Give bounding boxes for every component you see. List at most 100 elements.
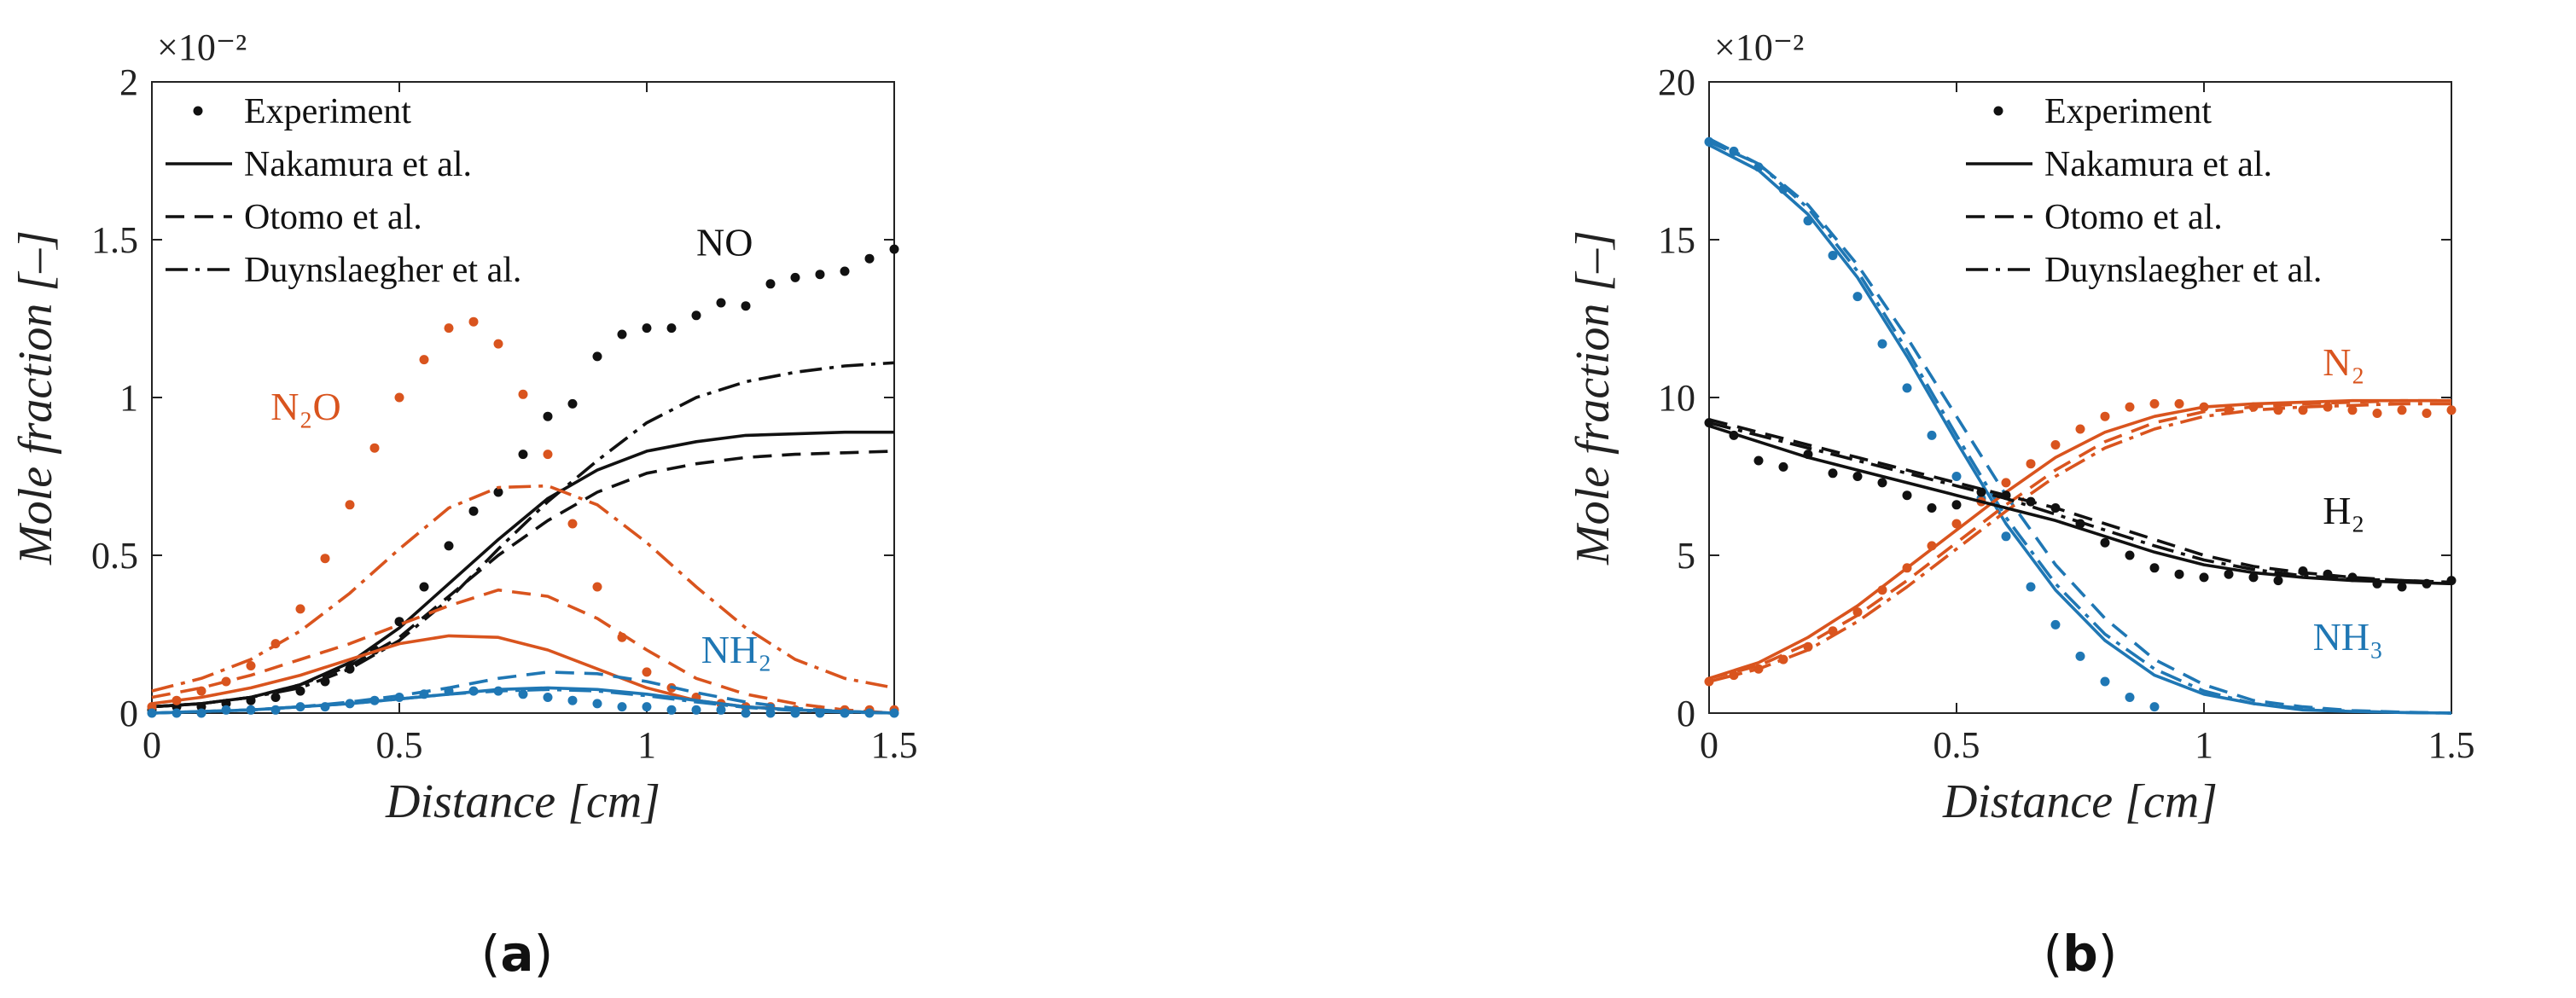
species-label: NH₃: [2313, 615, 2383, 659]
y-tick-label: 0: [119, 693, 138, 734]
legend-label: Duynslaegher et al.: [244, 251, 521, 290]
y-exponent-label: ×10⁻²: [1714, 26, 1804, 68]
data-point: [567, 519, 578, 529]
series-experiment-0: [147, 244, 899, 715]
data-point: [1902, 383, 1912, 393]
data-point: [741, 708, 751, 718]
data-point: [2050, 619, 2061, 630]
data-point: [691, 705, 701, 715]
data-point: [716, 298, 726, 308]
data-point: [493, 487, 503, 497]
chart-panel-b: 0 0.5 1 1.5 0 5 10 15 20 ×10⁻² Distance [cm] Mole f…: [1567, 26, 2475, 983]
x-tick-label: 0: [1700, 724, 1718, 766]
data-point: [2125, 550, 2135, 560]
data-point: [2125, 693, 2135, 702]
data-point: [295, 604, 305, 614]
data-point: [765, 279, 776, 289]
data-point: [270, 693, 281, 702]
data-point: [2100, 537, 2110, 548]
legend: Experiment Nakamura et al. Otomo et al. Duy…: [1966, 92, 2322, 290]
data-point: [2347, 405, 2358, 415]
series-line-solid: [1708, 398, 2451, 681]
data-point: [1951, 519, 1962, 529]
data-point: [2100, 676, 2110, 687]
data-point: [617, 329, 627, 339]
legend-marker: [1993, 106, 2003, 116]
data-point: [419, 582, 429, 592]
data-point: [196, 686, 206, 696]
x-tick-label: 1: [2195, 724, 2213, 766]
x-tick-label: 1.5: [871, 724, 918, 766]
y-tick-label: 5: [1677, 535, 1695, 577]
data-point: [864, 253, 875, 264]
data-point: [666, 705, 677, 715]
data-point: [1902, 490, 1912, 501]
data-point: [2149, 702, 2160, 712]
data-point: [2001, 478, 2011, 488]
data-point: [345, 500, 355, 510]
data-point: [1852, 472, 1863, 481]
data-point: [2446, 405, 2457, 415]
data-point: [2125, 402, 2135, 412]
data-point: [617, 702, 627, 712]
data-point: [642, 323, 652, 334]
data-point: [2075, 651, 2085, 661]
legend-label: Nakamura et al.: [2044, 145, 2272, 184]
data-point: [567, 398, 578, 409]
x-tick-label: 0.5: [1933, 724, 1980, 766]
data-point: [1852, 292, 1863, 302]
data-point: [493, 339, 503, 349]
data-point: [543, 411, 553, 421]
data-point: [716, 705, 726, 715]
data-point: [2026, 582, 2036, 592]
y-tick-label: 0.5: [91, 535, 138, 577]
x-tick-label: 1: [637, 724, 656, 766]
data-point: [1877, 478, 1887, 488]
data-point: [543, 693, 553, 702]
data-point: [2149, 398, 2160, 409]
data-point: [741, 301, 751, 311]
data-point: [518, 689, 528, 699]
data-point: [2397, 405, 2407, 415]
species-label: NO: [696, 221, 753, 264]
y-tick-label: 0: [1677, 693, 1695, 734]
y-tick-label: 15: [1658, 219, 1695, 261]
series-line-solid: [151, 430, 894, 709]
data-point: [1852, 607, 1863, 618]
series-line-dashed: [151, 450, 895, 709]
species-label: N₂O: [270, 385, 340, 428]
data-point: [815, 270, 825, 280]
legend-marker: [193, 106, 203, 116]
data-point: [1877, 339, 1887, 349]
data-point: [2248, 572, 2259, 583]
data-point: [2397, 582, 2407, 592]
data-point: [518, 450, 528, 460]
species-label: H₂: [2323, 489, 2364, 532]
data-point: [765, 708, 776, 718]
series-line-dashed: [151, 670, 895, 715]
legend: Experiment Nakamura et al. Otomo et al. Duy…: [166, 92, 521, 290]
data-point: [889, 244, 899, 254]
data-point: [1729, 670, 1739, 681]
data-point: [543, 450, 553, 460]
series-line-solid: [1708, 424, 2452, 586]
legend-label: Experiment: [244, 92, 411, 131]
data-point: [666, 323, 677, 334]
legend-label: Otomo et al.: [244, 198, 422, 237]
chart-panel-a: 0 0.5 1 1.5 0 0.5 1 1.5 2 ×10⁻² Distance [cm] Mole …: [9, 26, 918, 983]
data-point: [567, 695, 578, 705]
y-tick-label: 1.5: [91, 219, 138, 261]
x-axis-label: Distance [cm]: [385, 775, 660, 828]
y-tick-label: 20: [1658, 61, 1695, 103]
data-point: [2050, 440, 2061, 450]
data-point: [2174, 569, 2184, 579]
data-point: [2001, 531, 2011, 542]
series-line-dashed: [151, 588, 895, 715]
data-point: [2323, 402, 2333, 412]
panel-label: (b): [2044, 925, 2118, 983]
data-point: [2149, 563, 2160, 573]
series-line-dashdot: [151, 361, 895, 709]
data-point: [2075, 424, 2085, 434]
series-line-dashdot: [1708, 402, 2451, 683]
data-point: [1778, 461, 1788, 472]
